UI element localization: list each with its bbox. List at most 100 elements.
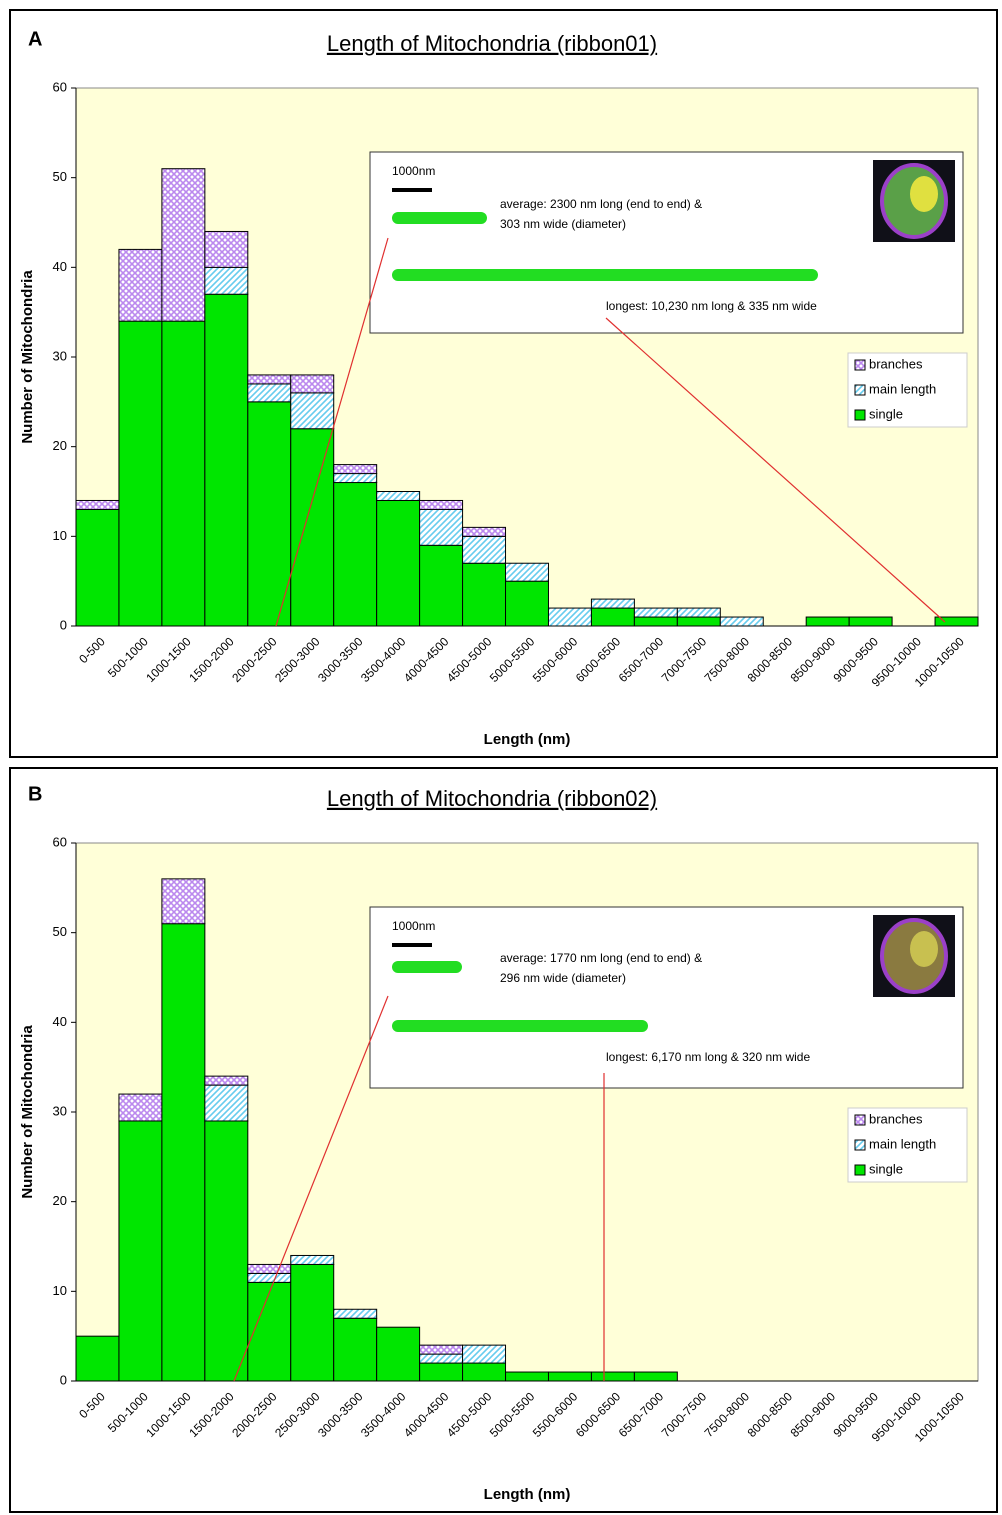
x-tick-label: 3000-3500 [315,1389,366,1440]
legend-swatch [854,359,866,371]
x-tick-label: 1500-2000 [186,634,237,685]
x-tick-label: 1000-1500 [143,1389,194,1440]
chart-title: Length of Mitochondria (ribbon02) [327,786,657,811]
y-tick-label: 10 [53,1283,67,1298]
x-tick-label: 6500-7000 [616,1389,667,1440]
longest-text: longest: 6,170 nm long & 320 nm wide [606,1050,810,1064]
bar-segment [376,491,421,501]
y-tick-label: 10 [53,528,67,543]
bar-segment [290,1254,335,1265]
legend-swatch [854,384,866,396]
x-tick-label: 8500-9000 [788,634,839,685]
inset-box [369,151,964,334]
average-text: average: 1770 nm long (end to end) & [500,951,702,965]
y-tick-label: 60 [53,79,67,94]
y-tick-label: 0 [60,617,67,632]
x-tick-label: 6500-7000 [616,634,667,685]
y-tick-label: 20 [53,438,67,453]
bar-segment [934,616,979,627]
bar-segment [204,1120,249,1382]
x-tick-label: 3500-4000 [358,634,409,685]
x-tick-label: 4000-4500 [401,634,452,685]
x-tick-label: 7500-8000 [702,1389,753,1440]
x-tick-label: 2000-2500 [229,634,280,685]
x-tick-label: 7000-7500 [659,1389,710,1440]
legend-swatch [854,1139,866,1151]
y-axis-label: Number of Mitochondria [19,1025,36,1199]
chart-title: Length of Mitochondria (ribbon01) [327,31,657,56]
bar-segment [590,598,635,609]
bar-segment [419,1353,464,1364]
bar-segment [419,1344,464,1355]
bar-segment [161,878,206,925]
bar-segment [161,923,206,1382]
bar-segment [204,1075,249,1086]
x-tick-label: 1500-2000 [186,1389,237,1440]
bar-segment [247,1281,292,1382]
x-tick-label: 4000-4500 [401,1389,452,1440]
pointer-line [233,995,389,1382]
legend-label: main length [869,1136,936,1151]
bar-segment [247,1263,292,1274]
y-axis-label: Number of Mitochondria [19,270,36,444]
bar-segment [376,1326,421,1382]
legend-label: single [869,406,903,421]
longest-text: longest: 10,230 nm long & 335 nm wide [606,299,817,313]
bar-segment [333,464,378,475]
scale-label: 1000nm [392,164,435,178]
bar-segment [204,230,249,268]
y-tick-label: 60 [53,834,67,849]
bar-segment [505,1371,549,1382]
average-text: 296 nm wide (diameter) [500,971,626,985]
bar-segment [419,544,464,627]
x-tick-label: 2500-3000 [272,634,323,685]
x-tick-label: 4500-5000 [444,634,495,685]
panel-border [9,767,998,1513]
bar-segment [290,392,335,430]
bar-segment [247,374,292,385]
x-tick-label: 3500-4000 [358,1389,409,1440]
bar-segment [547,1371,592,1382]
bar-segment [590,1371,635,1382]
legend-label: branches [869,356,923,371]
x-tick-label: 6000-6500 [573,1389,624,1440]
bar-segment [462,1344,507,1364]
x-tick-label: 0-500 [76,1389,108,1421]
bar-segment [633,616,678,627]
inset-box [369,906,964,1089]
x-tick-label: 1000-1500 [143,634,194,685]
cell-highlight [910,931,938,967]
average-text: average: 2300 nm long (end to end) & [500,197,702,211]
x-axis-label: Length (nm) [484,1486,571,1503]
legend-label: branches [869,1111,923,1126]
panel-label: B [28,783,42,805]
bar-segment [676,616,721,627]
bar-segment [462,535,507,564]
bar-segment [462,526,507,537]
bar-segment [633,607,678,618]
x-tick-label: 8000-8500 [745,634,796,685]
y-tick-label: 20 [53,1193,67,1208]
legend-label: single [869,1161,903,1176]
bar-segment [547,607,592,627]
x-tick-label: 0-500 [76,634,108,666]
bar-segment [333,482,378,627]
cell-highlight [910,176,938,212]
pointer-line [605,317,946,623]
bar-segment [204,1084,249,1122]
legend-swatch [854,409,866,421]
bar-segment [505,580,549,627]
bar-segment [419,1362,464,1382]
x-tick-label: 5000-5500 [487,634,538,685]
bar-segment [419,499,464,510]
x-axis-label: Length (nm) [484,731,571,748]
bar-segment [118,248,163,322]
panel-border [9,9,998,758]
pointer-line [275,237,389,627]
y-tick-label: 40 [53,1014,67,1029]
bar-segment [118,320,163,627]
bar-segment [419,508,464,546]
bar-segment [118,1093,163,1122]
y-tick-label: 40 [53,259,67,274]
